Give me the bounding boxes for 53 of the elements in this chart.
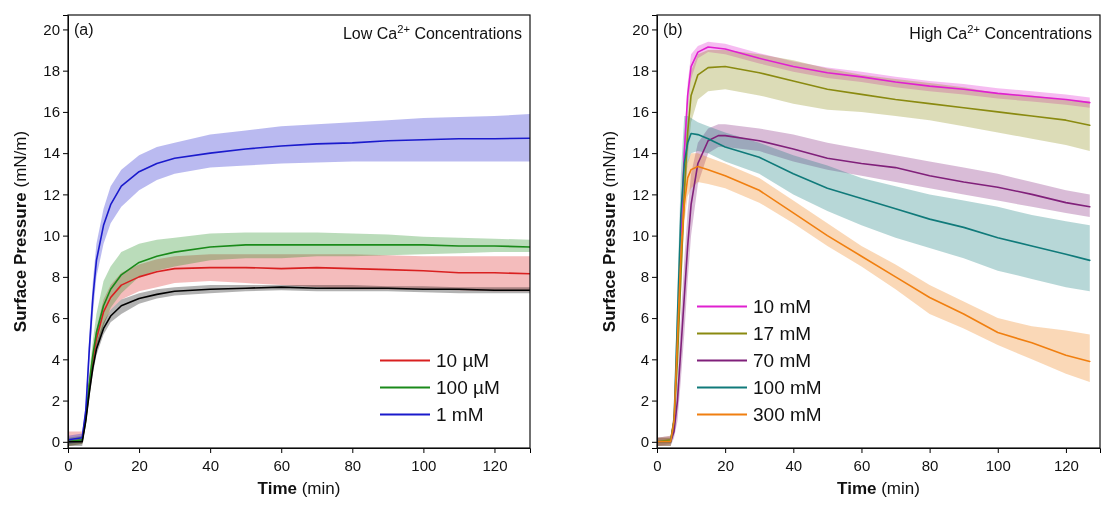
x-axis-title: Time (min) bbox=[837, 479, 920, 498]
y-tick-label: 0 bbox=[640, 433, 649, 451]
x-tick-label: 20 bbox=[131, 457, 148, 474]
x-tick-label: 80 bbox=[921, 457, 939, 474]
x-tick-label: 80 bbox=[344, 457, 362, 474]
legend-label: 300 mM bbox=[753, 403, 822, 425]
x-tick-label: 120 bbox=[482, 457, 508, 474]
y-tick-label: 12 bbox=[43, 185, 60, 203]
y-tick-label: 18 bbox=[43, 61, 60, 79]
legend-label: 10 mM bbox=[753, 295, 812, 317]
y-tick-label: 8 bbox=[51, 268, 60, 286]
y-tick-label: 4 bbox=[51, 350, 60, 368]
y-tick-label: 14 bbox=[632, 144, 649, 162]
y-tick-label: 10 bbox=[632, 226, 649, 244]
y-tick-label: 20 bbox=[632, 20, 649, 38]
y-axis-title: Surface Pressure (mN/m) bbox=[600, 130, 619, 333]
x-tick-label: 40 bbox=[202, 457, 219, 474]
legend-label: 100 mM bbox=[753, 376, 822, 398]
y-tick-label: 16 bbox=[43, 103, 60, 121]
y-tick-label: 8 bbox=[640, 268, 649, 286]
legend-label: 100 µM bbox=[436, 376, 500, 398]
y-axis-title: Surface Pressure (mN/m) bbox=[11, 130, 30, 333]
y-tick-label: 20 bbox=[43, 20, 60, 38]
y-tick-label: 18 bbox=[632, 61, 649, 79]
x-tick-label: 0 bbox=[64, 457, 73, 474]
y-tick-label: 12 bbox=[632, 185, 649, 203]
x-axis-title: Time (min) bbox=[257, 479, 341, 498]
line-series bbox=[680, 46, 1091, 237]
x-tick-label: 60 bbox=[853, 457, 871, 474]
legend-label: 70 mM bbox=[753, 349, 812, 371]
legend-label: 1 mM bbox=[436, 403, 484, 425]
y-tick-label: 2 bbox=[51, 391, 60, 409]
annotation: (a) bbox=[74, 21, 94, 38]
y-tick-label: 6 bbox=[640, 309, 649, 327]
legend-label: 10 µM bbox=[436, 349, 490, 371]
y-tick-label: 16 bbox=[632, 103, 649, 121]
y-tick-label: 2 bbox=[640, 391, 649, 409]
y-tick-label: 0 bbox=[51, 433, 60, 451]
text: Low Ca$^{2+}$ Concentrations bbox=[342, 23, 522, 42]
x-tick-label: 120 bbox=[1053, 457, 1079, 474]
y-tick-label: 14 bbox=[43, 144, 60, 162]
y-tick-label: 10 bbox=[43, 226, 60, 244]
legend-label: 17 mM bbox=[753, 322, 812, 344]
x-tick-label: 60 bbox=[273, 457, 291, 474]
x-tick-label: 100 bbox=[985, 457, 1011, 474]
y-tick-label: 4 bbox=[640, 350, 649, 368]
text: High Ca$^{2+}$ Concentrations bbox=[909, 23, 1092, 42]
x-tick-label: 0 bbox=[653, 457, 662, 474]
x-tick-label: 100 bbox=[411, 457, 437, 474]
y-tick-label: 6 bbox=[51, 309, 60, 327]
annotation: (b) bbox=[663, 21, 683, 38]
x-tick-label: 40 bbox=[785, 457, 803, 474]
x-tick-label: 20 bbox=[717, 457, 734, 474]
